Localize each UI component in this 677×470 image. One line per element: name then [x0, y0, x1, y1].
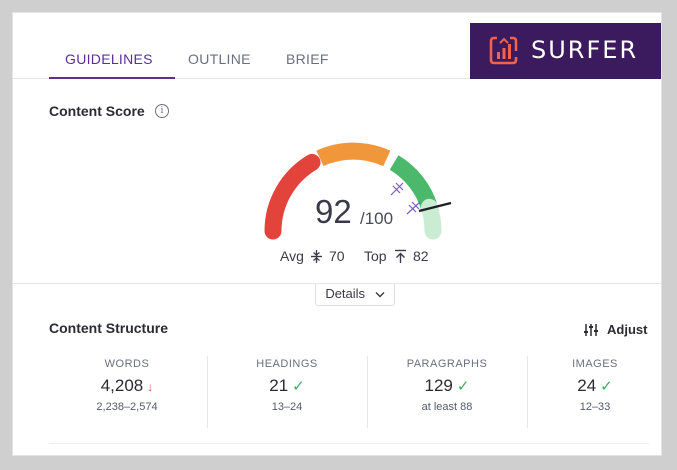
metric-paragraphs: PARAGRAPHS 129 ✓ at least 88	[367, 358, 527, 413]
metric-label: PARAGRAPHS	[406, 358, 488, 370]
metric-value: 4,208	[100, 376, 144, 395]
metric-separator	[207, 356, 208, 428]
arrow-down-icon: ↓	[147, 380, 154, 394]
info-icon[interactable]: i	[155, 104, 169, 118]
avg-score-value: 70	[329, 248, 345, 264]
metric-headings: HEADINGS 21 ✓ 13–24	[207, 358, 367, 413]
metric-words: WORDS 4,208 ↓ 2,238–2,574	[47, 358, 207, 413]
gauge-segment-remaining	[420, 198, 442, 240]
active-tab-indicator	[49, 77, 175, 79]
top-icon	[395, 249, 406, 263]
metric-label: WORDS	[104, 358, 150, 370]
metric-value: 24	[577, 376, 597, 395]
brand-name: SURFER	[531, 36, 639, 64]
surfer-brand-banner: SURFER	[470, 23, 661, 79]
check-icon: ✓	[292, 378, 305, 395]
avg-marker-icon	[406, 201, 421, 215]
metric-label: HEADINGS	[256, 358, 318, 370]
top-score-value: 82	[413, 248, 429, 264]
metric-range: 2,238–2,574	[96, 401, 158, 413]
gauge-segment-orange	[316, 142, 391, 167]
metric-range: 13–24	[271, 401, 303, 413]
metric-label: IMAGES	[572, 358, 618, 370]
top-score-label: Top	[364, 248, 387, 264]
check-icon: ✓	[456, 378, 470, 395]
bottom-divider	[49, 443, 649, 444]
metric-range: 12–33	[579, 401, 611, 413]
metric-separator	[367, 356, 368, 428]
editor-panel: GUIDELINES OUTLINE BRIEF SURFER Content …	[12, 12, 662, 456]
top-marker-icon	[390, 182, 404, 196]
gauge-segment-green	[389, 155, 438, 211]
metric-value: 129	[424, 376, 453, 395]
avg-icon	[311, 250, 322, 263]
content-score-gauge	[264, 142, 452, 240]
check-icon: ✓	[600, 378, 613, 395]
content-score-value: 92	[315, 193, 352, 230]
tab-guidelines[interactable]: GUIDELINES	[65, 51, 153, 67]
sliders-icon	[584, 324, 598, 336]
tab-brief[interactable]: BRIEF	[286, 51, 329, 67]
details-label: Details	[325, 286, 366, 301]
metric-value: 21	[269, 376, 289, 395]
avg-score-label: Avg	[280, 248, 304, 264]
content-score-title: Content Score	[49, 103, 145, 119]
adjust-label: Adjust	[607, 322, 648, 337]
content-structure-title: Content Structure	[49, 320, 168, 336]
metric-range: at least 88	[421, 401, 473, 413]
details-button[interactable]: Details	[315, 284, 395, 306]
tab-outline[interactable]: OUTLINE	[188, 51, 251, 67]
gauge-score-marker	[418, 201, 452, 213]
content-score-total: /100	[360, 209, 394, 228]
tab-bar: GUIDELINES OUTLINE BRIEF	[13, 13, 661, 79]
metric-separator	[527, 356, 528, 428]
gauge-segment-red	[264, 153, 321, 240]
metric-images: IMAGES 24 ✓ 12–33	[515, 358, 661, 413]
surfer-chart-logo-icon	[489, 36, 518, 65]
chevron-down-icon	[375, 292, 385, 298]
section-divider	[13, 283, 661, 284]
